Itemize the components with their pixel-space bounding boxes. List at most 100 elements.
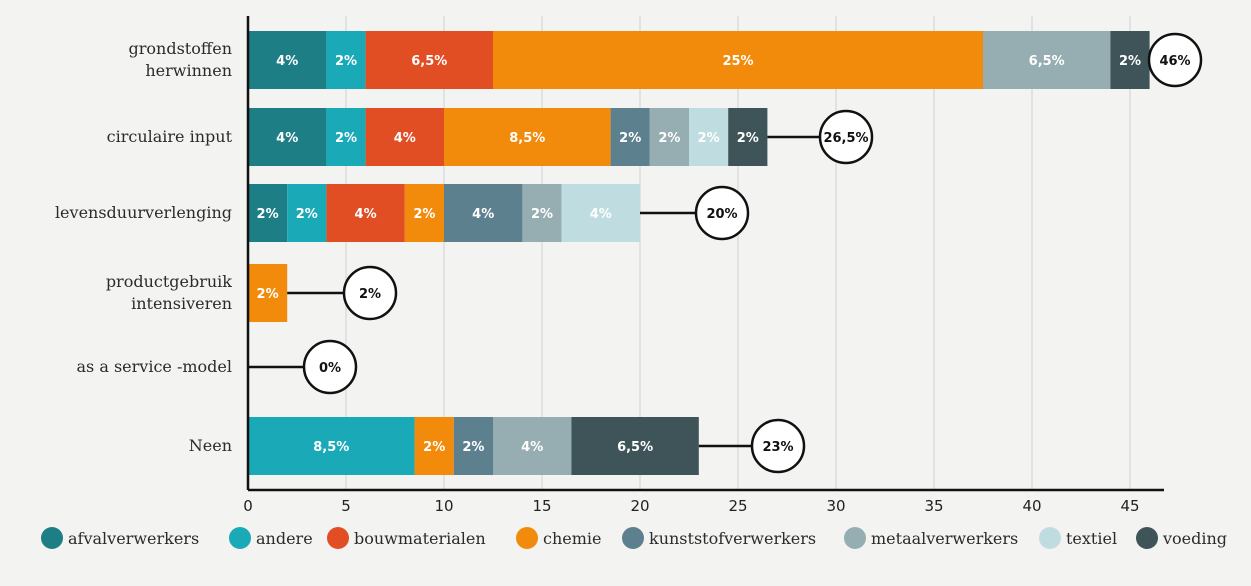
legend-swatch bbox=[229, 527, 251, 549]
category-label: as a service -model bbox=[77, 357, 233, 376]
segment-value-label: 2% bbox=[257, 207, 279, 222]
total-value-label: 46% bbox=[1159, 54, 1190, 69]
segment-value-label: 6,5% bbox=[411, 54, 447, 69]
x-tick-label: 45 bbox=[1120, 497, 1139, 515]
segment-value-label: 2% bbox=[462, 440, 484, 455]
bar-segment bbox=[326, 108, 366, 166]
total-circle bbox=[1147, 32, 1203, 88]
segment-value-label: 2% bbox=[257, 287, 279, 302]
x-tick-label: 25 bbox=[728, 497, 747, 515]
category-label: circulaire input bbox=[107, 127, 233, 146]
segment-value-label: 4% bbox=[394, 131, 416, 146]
bar-segment bbox=[326, 31, 366, 89]
segment-value-label: 4% bbox=[472, 207, 494, 222]
x-tick-label: 20 bbox=[630, 497, 649, 515]
legend-label: afvalverwerkers bbox=[68, 529, 199, 548]
bar-segment bbox=[365, 31, 493, 89]
total-circle bbox=[342, 265, 398, 321]
legend-swatch bbox=[622, 527, 644, 549]
total-value-label: 20% bbox=[706, 207, 737, 222]
segment-value-label: 2% bbox=[737, 131, 759, 146]
bar-segment bbox=[493, 31, 983, 89]
bar-segment bbox=[493, 417, 572, 475]
bar-segment bbox=[610, 108, 650, 166]
bar-segment bbox=[326, 184, 405, 242]
segment-value-label: 25% bbox=[722, 54, 753, 69]
x-tick-label: 35 bbox=[924, 497, 943, 515]
bar-segment bbox=[248, 264, 288, 322]
bar-segment bbox=[248, 31, 327, 89]
legend-swatch bbox=[41, 527, 63, 549]
axes bbox=[246, 16, 1164, 492]
total-value-label: 2% bbox=[359, 287, 381, 302]
segment-value-label: 2% bbox=[335, 54, 357, 69]
legend-swatch bbox=[1039, 527, 1061, 549]
x-tick-label: 30 bbox=[826, 497, 845, 515]
total-value-label: 23% bbox=[762, 440, 793, 455]
bar-segment bbox=[689, 108, 729, 166]
bar-segment bbox=[414, 417, 454, 475]
segment-value-label: 4% bbox=[521, 440, 543, 455]
bar-segment bbox=[404, 184, 444, 242]
total-circle bbox=[818, 109, 874, 165]
legend: afvalverwerkers andere bouwmaterialen chemi… bbox=[41, 527, 1227, 549]
legend-label: voeding bbox=[1162, 529, 1227, 548]
x-tick-label: 0 bbox=[243, 497, 253, 515]
segment-value-label: 8,5% bbox=[313, 440, 349, 455]
segment-value-label: 2% bbox=[423, 440, 445, 455]
bar-segments bbox=[248, 31, 1150, 475]
bar-segment bbox=[728, 108, 768, 166]
bar-segment bbox=[453, 417, 493, 475]
bar-segment bbox=[983, 31, 1111, 89]
total-circle bbox=[694, 185, 750, 241]
segment-value-label: 8,5% bbox=[509, 131, 545, 146]
segment-value-label: 4% bbox=[590, 207, 612, 222]
bar-segment bbox=[444, 184, 523, 242]
segment-value-label: 2% bbox=[698, 131, 720, 146]
total-circle bbox=[302, 339, 358, 395]
segment-value-label: 2% bbox=[296, 207, 318, 222]
x-tick-label: 10 bbox=[434, 497, 453, 515]
category-label: Neen bbox=[189, 436, 232, 455]
x-tick-labels: 0 5 10 15 20 25 30 35 40 45 bbox=[243, 497, 1139, 515]
bar-segment bbox=[571, 417, 699, 475]
bar-segment bbox=[522, 184, 562, 242]
x-tick-label: 40 bbox=[1022, 497, 1041, 515]
bar-segment bbox=[287, 184, 327, 242]
bar-segment bbox=[444, 108, 611, 166]
bar-segment bbox=[365, 108, 444, 166]
total-markers: 46% 26,5% 20% 2% 0% 23% bbox=[248, 32, 1203, 474]
segment-value-label: 2% bbox=[531, 207, 553, 222]
segment-value-label: 2% bbox=[413, 207, 435, 222]
total-circle bbox=[750, 418, 806, 474]
legend-swatch bbox=[844, 527, 866, 549]
bar-segment bbox=[1110, 31, 1150, 89]
legend-label: kunststofverwerkers bbox=[649, 529, 816, 548]
segment-value-label: 4% bbox=[276, 131, 298, 146]
segment-value-label: 2% bbox=[1119, 54, 1141, 69]
legend-swatch bbox=[516, 527, 538, 549]
category-label: levensduurverlenging bbox=[55, 203, 232, 222]
segment-value-label: 2% bbox=[658, 131, 680, 146]
legend-label: metaalverwerkers bbox=[871, 529, 1018, 548]
legend-swatch bbox=[327, 527, 349, 549]
legend-label: bouwmaterialen bbox=[354, 529, 486, 548]
bar-segment bbox=[248, 184, 288, 242]
total-value-label: 0% bbox=[319, 361, 341, 376]
bar-segment bbox=[561, 184, 640, 242]
category-labels: grondstoffen herwinnen circulaire input lev… bbox=[55, 39, 233, 455]
gridlines bbox=[345, 16, 1131, 490]
segment-value-label: 6,5% bbox=[1029, 54, 1065, 69]
legend-label: chemie bbox=[543, 529, 602, 548]
segment-value-label: 4% bbox=[276, 54, 298, 69]
segment-labels: 4% 2% 6,5% 25% 6,5% 2% 4% 2% 4% 8,5% 2% 2% 2% 2% 2% 2% 4… bbox=[257, 54, 1141, 455]
category-label: grondstoffen herwinnen bbox=[129, 39, 232, 80]
x-tick-label: 15 bbox=[532, 497, 551, 515]
segment-value-label: 4% bbox=[355, 207, 377, 222]
x-tick-label: 5 bbox=[341, 497, 351, 515]
bar-segment bbox=[649, 108, 689, 166]
segment-value-label: 2% bbox=[619, 131, 641, 146]
legend-swatch bbox=[1136, 527, 1158, 549]
segment-value-label: 2% bbox=[335, 131, 357, 146]
